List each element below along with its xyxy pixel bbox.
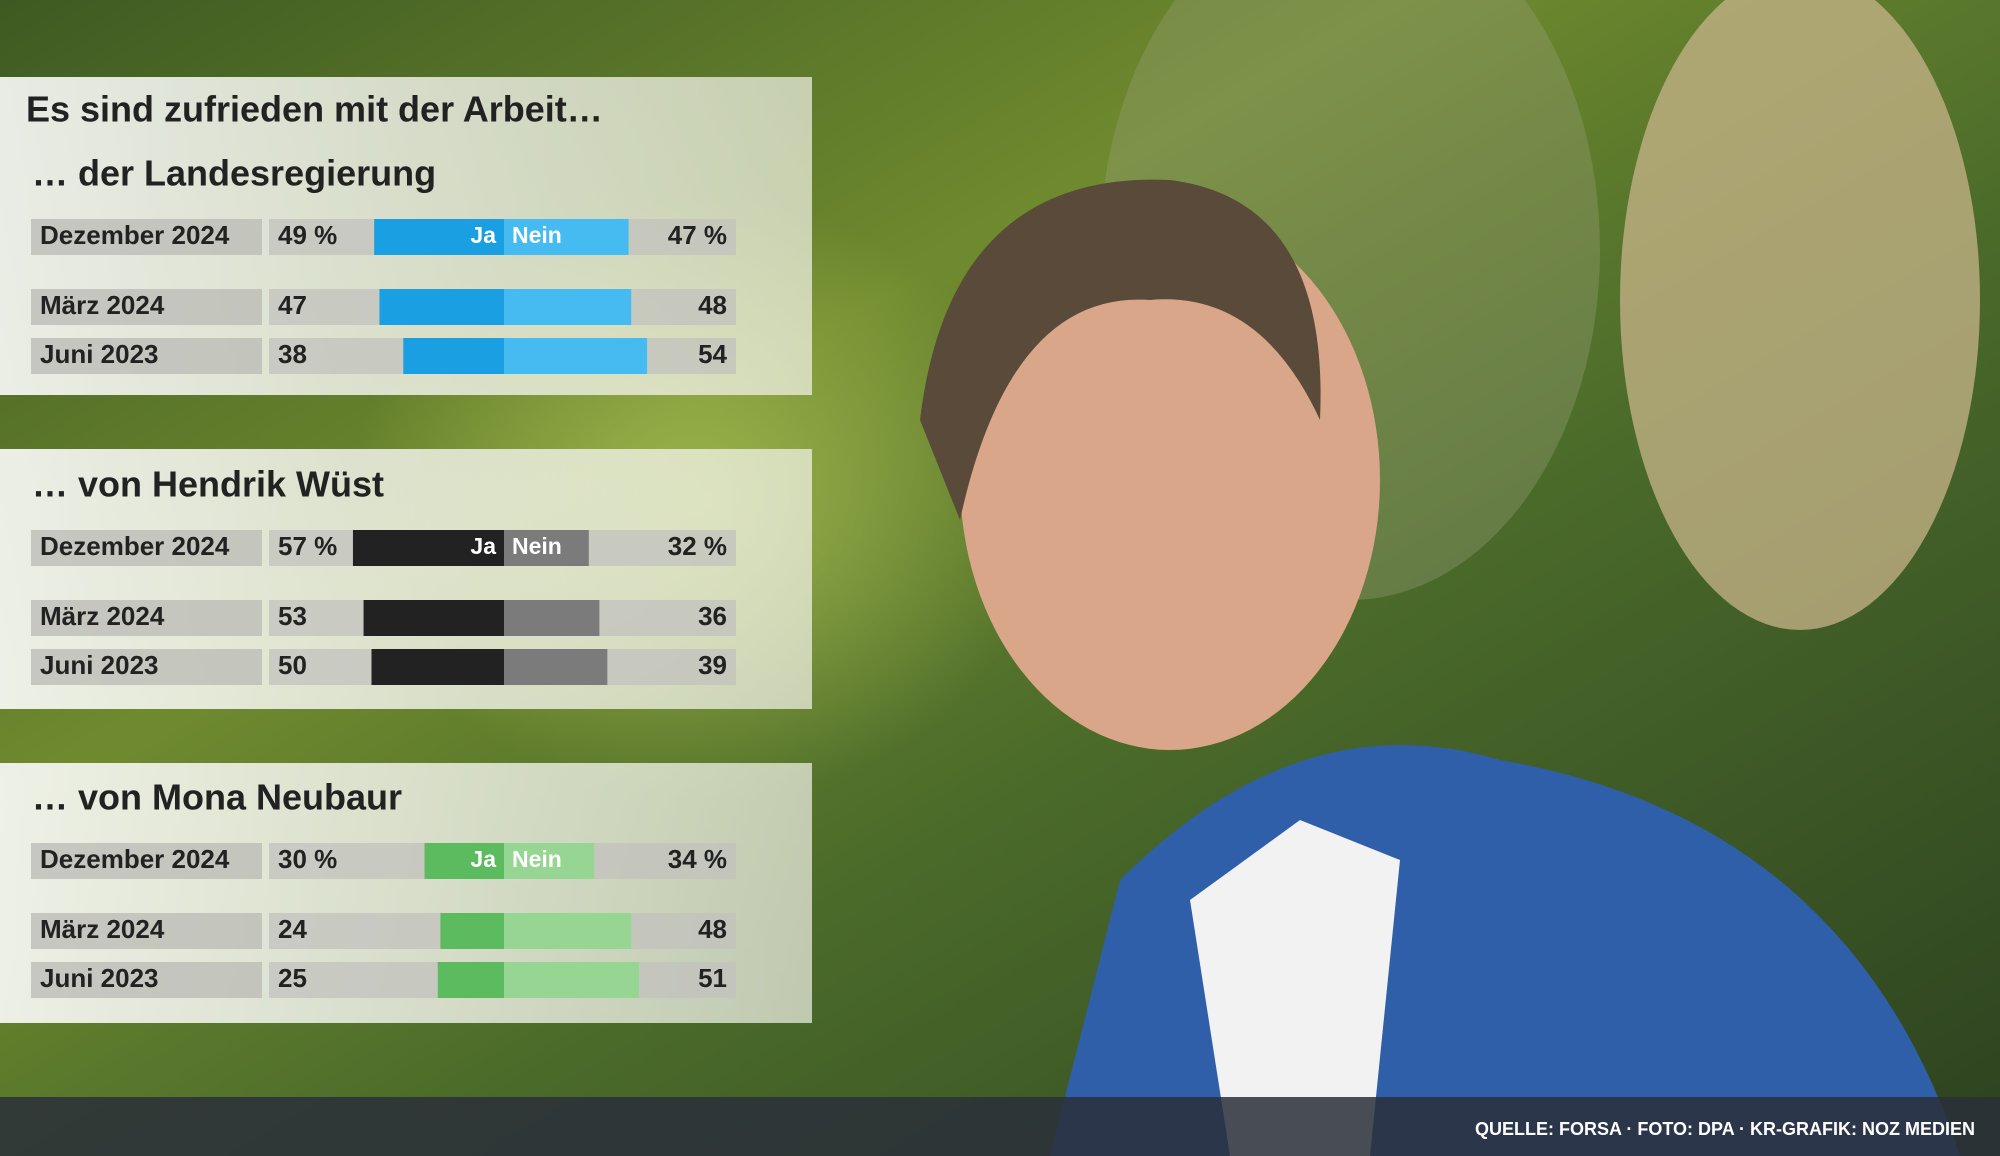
value-label-ja: 24 [278, 914, 307, 944]
row-label: März 2024 [40, 290, 165, 320]
row-label-bg [31, 962, 262, 998]
legend-ja: Ja [470, 222, 496, 248]
row-label-bg [31, 219, 262, 255]
row-label-bg [31, 530, 262, 566]
bar-ja [371, 649, 504, 685]
legend-nein: Nein [512, 846, 562, 872]
value-label-nein: 32 % [668, 531, 727, 561]
value-label-ja: 25 [278, 963, 307, 993]
bar-ja [352, 530, 504, 566]
value-label-nein: 47 % [668, 220, 727, 250]
chart-title: … von Mona Neubaur [32, 777, 402, 818]
value-label-ja: 53 [278, 601, 307, 631]
bar-nein [504, 962, 640, 998]
bar-nein [504, 338, 648, 374]
bar-ja [403, 338, 504, 374]
row-label: Juni 2023 [40, 963, 159, 993]
bar-ja [440, 913, 504, 949]
source-bar [0, 1097, 2000, 1156]
bar-nein [504, 530, 589, 566]
bar-ja [363, 600, 504, 636]
row-label: März 2024 [40, 601, 165, 631]
bar-ja [379, 289, 504, 325]
value-label-nein: 48 [698, 914, 727, 944]
row-label: Dezember 2024 [40, 844, 230, 874]
bar-ja [437, 962, 504, 998]
value-label-nein: 39 [698, 650, 727, 680]
person-right [1620, 0, 1980, 630]
value-label-nein: 34 % [668, 844, 727, 874]
row-label: Juni 2023 [40, 650, 159, 680]
row-label-bg [31, 649, 262, 685]
bar-nein [504, 289, 632, 325]
bar-nein [504, 843, 595, 879]
value-label-nein: 36 [698, 601, 727, 631]
value-label-ja: 57 % [278, 531, 337, 561]
legend-nein: Nein [512, 222, 562, 248]
bar-nein [504, 600, 600, 636]
source: QUELLE: FORSA · FOTO: DPA · KR-GRAFIK: N… [1475, 1119, 1975, 1139]
person-hair [920, 179, 1321, 520]
value-label-ja: 47 [278, 290, 307, 320]
chart-title: … von Hendrik Wüst [32, 464, 384, 505]
value-label-nein: 51 [698, 963, 727, 993]
value-label-ja: 49 % [278, 220, 337, 250]
row-label: Dezember 2024 [40, 220, 230, 250]
row-label: Dezember 2024 [40, 531, 230, 561]
chart-title: … der Landesregierung [32, 153, 436, 194]
value-label-nein: 54 [698, 339, 727, 369]
legend-ja: Ja [470, 533, 496, 559]
legend-nein: Nein [512, 533, 562, 559]
bar-nein [504, 649, 608, 685]
bar-ja [424, 843, 504, 879]
main-title: Es sind zufrieden mit der Arbeit… [26, 89, 603, 130]
row-label-bg [31, 600, 262, 636]
bar-nein [504, 913, 632, 949]
person-shirt [1190, 820, 1400, 1156]
row-label-bg [31, 913, 262, 949]
row-label-bg [31, 289, 262, 325]
row-label: Juni 2023 [40, 339, 159, 369]
legend-ja: Ja [470, 846, 496, 872]
value-label-nein: 48 [698, 290, 727, 320]
row-label: März 2024 [40, 914, 165, 944]
bar-ja [374, 219, 504, 255]
row-label-bg [31, 843, 262, 879]
row-label-bg [31, 338, 262, 374]
value-label-ja: 30 % [278, 844, 337, 874]
value-label-ja: 50 [278, 650, 307, 680]
bar-nein [504, 219, 629, 255]
value-label-ja: 38 [278, 339, 307, 369]
